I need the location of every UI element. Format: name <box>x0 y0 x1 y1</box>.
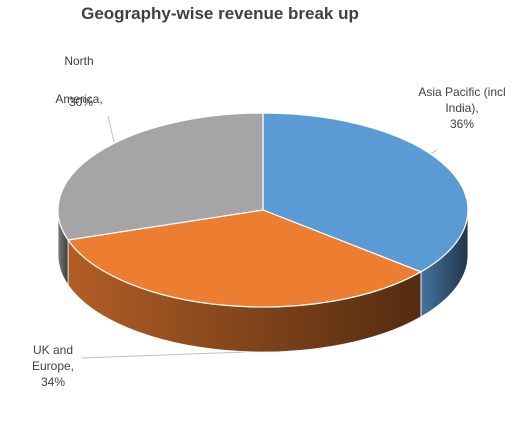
slice <box>66 209 423 308</box>
slice <box>262 112 469 273</box>
data-label-value: 36% <box>449 117 475 131</box>
leader-line <box>81 351 246 359</box>
data-label-category: UK and Europe, <box>31 343 75 373</box>
data-label-category: North America, <box>55 54 103 106</box>
data-label-category: Asia Pacific (incl India), <box>418 85 506 115</box>
data-label-value: 34% <box>40 375 66 389</box>
data-label-value: 30% <box>68 95 94 109</box>
chart-title: Geography-wise revenue break up <box>81 4 359 23</box>
slice <box>57 112 264 241</box>
leader-line <box>107 115 115 143</box>
